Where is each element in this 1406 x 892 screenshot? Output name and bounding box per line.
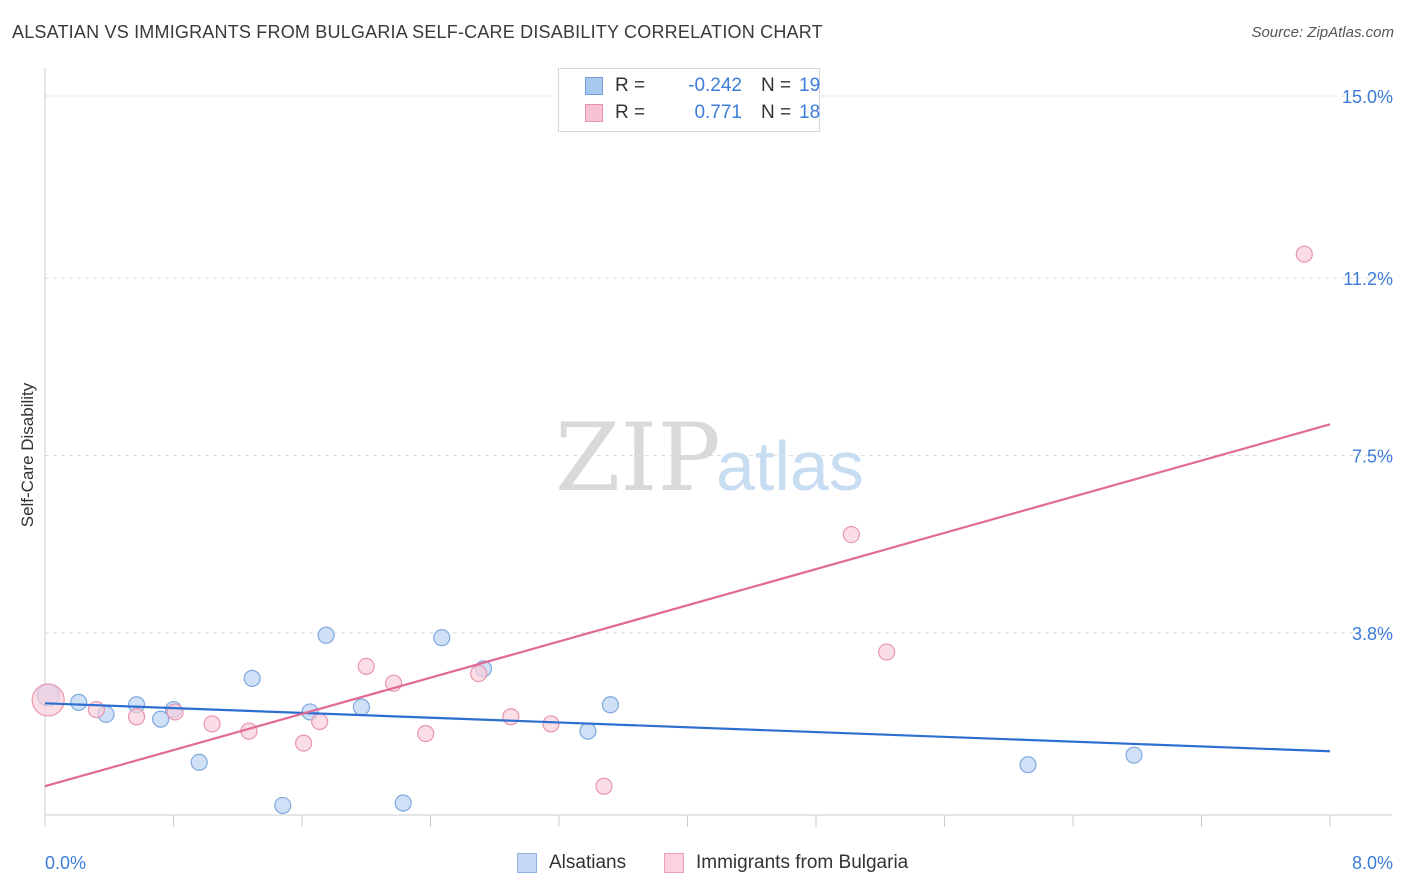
legend-swatch-bulgaria [664, 853, 684, 873]
bulgaria-point [470, 664, 488, 683]
alsatian-point [433, 629, 451, 647]
alsatian-trend-line [44, 702, 1331, 753]
bulgaria-point [878, 643, 896, 661]
bulgaria-point [842, 525, 860, 544]
bulgaria-point [311, 712, 329, 731]
y-tick-label: 15.0% [1342, 87, 1393, 107]
bulgaria-point [502, 708, 520, 726]
alsatian-point [317, 626, 335, 644]
r-value: 0.771 [694, 102, 742, 123]
legend-label-alsatians: Alsatians [549, 852, 627, 873]
watermark: ZIP atlas [555, 404, 864, 513]
bulgaria-point [166, 703, 184, 721]
source-credit: Source: ZipAtlas.com [1251, 24, 1394, 41]
alsatian-point [352, 698, 371, 716]
legend-swatch-alsatians [517, 853, 537, 873]
alsatian-point [1019, 756, 1037, 774]
x-tick-label: 0.0% [45, 853, 86, 873]
chart-title: ALSATIAN VS IMMIGRANTS FROM BULGARIA SEL… [12, 22, 823, 42]
bulgaria-point [357, 657, 375, 676]
bulgaria-point [417, 724, 435, 743]
data-points [31, 245, 1313, 815]
y-tick-label: 11.2% [1343, 269, 1393, 289]
alsatian-point [152, 710, 170, 728]
alsatian-point [274, 796, 292, 815]
alsatian-point [70, 693, 88, 711]
x-tick-labels: 0.0% 8.0% [45, 853, 1393, 873]
correlation-legend: R = -0.242 N = 19 R = 0.771 N = 18 [558, 68, 820, 132]
bulgaria-point [1295, 245, 1313, 263]
y-axis-label: Self-Care Disability [18, 382, 37, 528]
n-label: N = [761, 75, 792, 96]
bulgaria-trend-line [44, 423, 1331, 788]
alsatian-point [601, 696, 620, 714]
bulgaria-point [127, 708, 146, 726]
legend-swatch-pink [585, 104, 603, 122]
y-tick-label: 3.8% [1352, 624, 1393, 644]
bulgaria-point [203, 715, 221, 733]
bulgaria-point [542, 715, 560, 733]
n-value: 18 [799, 102, 821, 123]
gridlines [45, 95, 1392, 634]
alsatian-point [1125, 746, 1143, 764]
series-legend: Alsatians Immigrants from Bulgaria [0, 852, 1406, 878]
x-tick-label: 8.0% [1352, 853, 1393, 873]
trend-lines [44, 423, 1331, 788]
watermark-atlas: atlas [716, 427, 864, 505]
alsatian-point [190, 753, 208, 771]
legend-item-alsatians[interactable]: Alsatians [517, 852, 626, 874]
n-label: N = [761, 102, 792, 123]
y-tick-labels: 3.8% 7.5% 11.2% 15.0% [1342, 87, 1393, 644]
alsatian-point [579, 722, 597, 740]
r-value: -0.242 [688, 75, 742, 96]
y-tick-label: 7.5% [1352, 447, 1393, 467]
r-label: R = [615, 75, 646, 96]
bulgaria-point [31, 683, 65, 717]
watermark-zip: ZIP [555, 404, 721, 513]
alsatian-point [243, 669, 261, 687]
legend-swatch-blue [585, 77, 603, 95]
legend-label-bulgaria: Immigrants from Bulgaria [696, 852, 909, 873]
bulgaria-point [595, 777, 613, 795]
n-value: 19 [799, 75, 821, 96]
bulgaria-point [295, 734, 313, 752]
legend-item-bulgaria[interactable]: Immigrants from Bulgaria [664, 852, 908, 874]
alsatian-point [394, 794, 412, 812]
r-label: R = [615, 102, 646, 123]
